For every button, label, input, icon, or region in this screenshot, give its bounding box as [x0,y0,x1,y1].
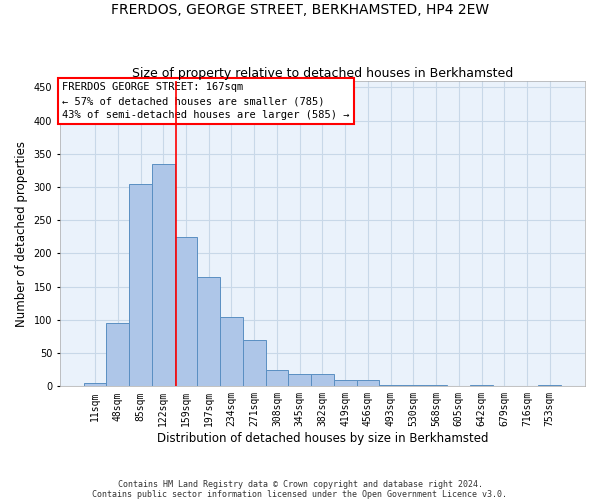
Bar [197,276,220,386]
Title: Size of property relative to detached houses in Berkhamsted: Size of property relative to detached ho… [132,66,513,80]
Bar [334,380,356,386]
Bar [402,385,425,386]
Bar [289,374,311,386]
Bar [152,164,175,386]
Bar [83,383,106,386]
Bar [266,370,289,386]
Bar [220,316,243,386]
Bar [129,184,152,386]
Bar [243,340,266,386]
Bar [356,380,379,386]
Text: FRERDOS, GEORGE STREET, BERKHAMSTED, HP4 2EW: FRERDOS, GEORGE STREET, BERKHAMSTED, HP4… [111,2,489,16]
Bar [379,385,402,386]
Text: Contains HM Land Registry data © Crown copyright and database right 2024.
Contai: Contains HM Land Registry data © Crown c… [92,480,508,499]
Bar [311,374,334,386]
Y-axis label: Number of detached properties: Number of detached properties [15,140,28,326]
X-axis label: Distribution of detached houses by size in Berkhamsted: Distribution of detached houses by size … [157,432,488,445]
Bar [538,385,561,386]
Text: FRERDOS GEORGE STREET: 167sqm
← 57% of detached houses are smaller (785)
43% of : FRERDOS GEORGE STREET: 167sqm ← 57% of d… [62,82,350,120]
Bar [425,385,448,386]
Bar [470,385,493,386]
Bar [106,323,129,386]
Bar [175,237,197,386]
